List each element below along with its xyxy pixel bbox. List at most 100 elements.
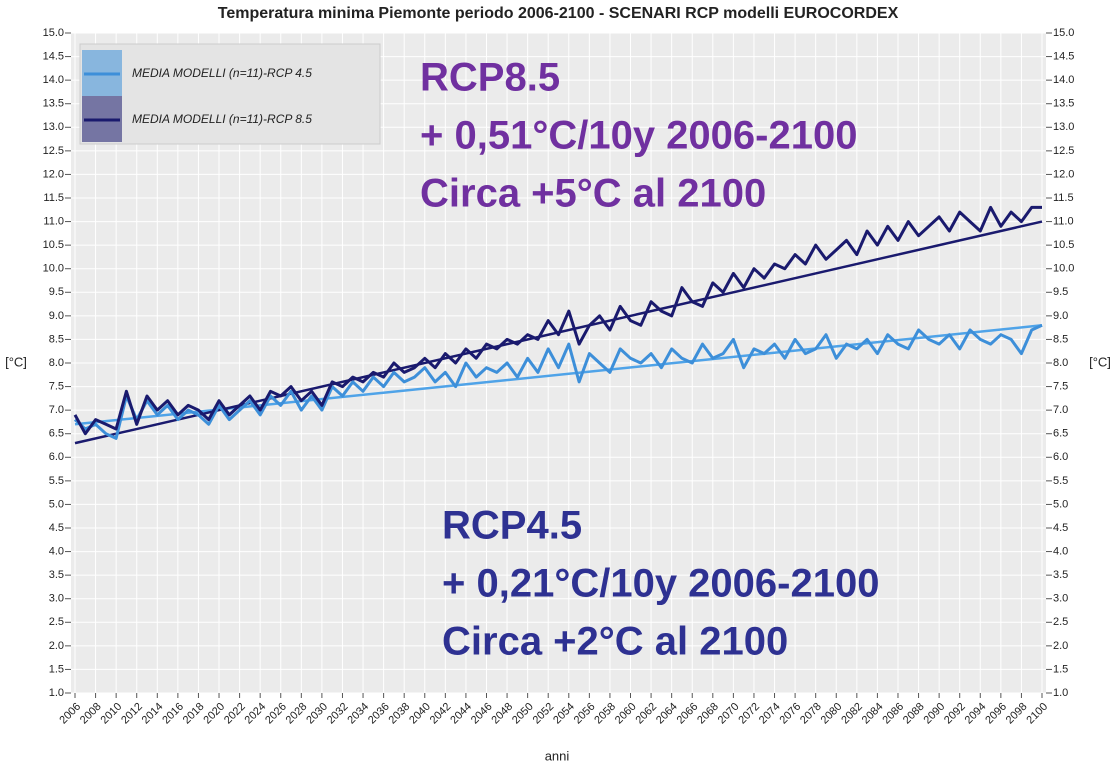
x-tick-label: 2072 — [736, 701, 762, 727]
y-tick-label: 2.5 — [49, 616, 64, 628]
y2-tick-label: 10.0 — [1053, 263, 1074, 275]
y2-tick-label: 8.5 — [1053, 333, 1068, 345]
annotation: RCP4.5 — [442, 504, 582, 548]
y-tick-label: 9.0 — [49, 310, 64, 322]
y2-tick-label: 5.0 — [1053, 498, 1068, 510]
x-tick-label: 2064 — [654, 701, 680, 727]
y-tick-label: 8.0 — [49, 357, 64, 369]
y-tick-label: 14.0 — [43, 74, 64, 86]
y-tick-label: 7.0 — [49, 404, 64, 416]
annotation: Circa +5°C al 2100 — [420, 172, 766, 216]
x-tick-label: 2038 — [387, 701, 413, 727]
x-tick-label: 2044 — [448, 701, 474, 727]
x-tick-label: 2006 — [57, 701, 83, 727]
y2-tick-label: 6.0 — [1053, 451, 1068, 463]
y2-tick-label: 13.0 — [1053, 121, 1074, 133]
x-tick-label: 2026 — [263, 701, 289, 727]
x-tick-label: 2082 — [839, 701, 865, 727]
x-tick-label: 2036 — [366, 701, 392, 727]
y2-tick-label: 12.5 — [1053, 145, 1074, 157]
x-tick-label: 2016 — [160, 701, 186, 727]
x-tick-label: 2034 — [345, 701, 371, 727]
x-tick-label: 2020 — [201, 701, 227, 727]
y2-tick-label: 15.0 — [1053, 27, 1074, 39]
x-tick-label: 2042 — [428, 701, 454, 727]
x-tick-label: 2010 — [99, 701, 125, 727]
annotation: + 0,21°C/10y 2006-2100 — [442, 562, 879, 606]
y-tick-label: 10.0 — [43, 263, 64, 275]
x-tick-label: 2098 — [1004, 701, 1030, 727]
annotation: + 0,51°C/10y 2006-2100 — [420, 114, 857, 158]
series-line — [73, 323, 1043, 440]
annotation: Circa +2°C al 2100 — [442, 620, 788, 664]
y-tick-label: 13.0 — [43, 121, 64, 133]
chart-title: Temperatura minima Piemonte periodo 2006… — [218, 5, 899, 22]
y2-tick-label: 9.0 — [1053, 310, 1068, 322]
y-tick-label: 1.0 — [49, 687, 64, 699]
y-tick-label: 13.5 — [43, 98, 64, 110]
y-axis-label: [°C] — [5, 354, 27, 369]
x-tick-label: 2062 — [633, 701, 659, 727]
x-tick-label: 2046 — [469, 701, 495, 727]
y2-tick-label: 12.0 — [1053, 168, 1074, 180]
y-tick-label: 9.5 — [49, 286, 64, 298]
x-tick-label: 2022 — [222, 701, 248, 727]
x-tick-label: 2094 — [963, 701, 989, 727]
y-tick-label: 14.5 — [43, 50, 64, 62]
y-tick-label: 15.0 — [43, 27, 64, 39]
y-tick-label: 1.5 — [49, 663, 64, 675]
x-tick-label: 2018 — [181, 701, 207, 727]
y2-tick-label: 2.5 — [1053, 616, 1068, 628]
series-line — [73, 205, 1042, 436]
x-tick-label: 2076 — [777, 701, 803, 727]
x-tick-label: 2096 — [983, 701, 1009, 727]
x-tick-label: 2086 — [880, 701, 906, 727]
y-tick-label: 12.5 — [43, 145, 64, 157]
x-tick-label: 2070 — [716, 701, 742, 727]
y-tick-label: 3.0 — [49, 593, 64, 605]
legend-box — [79, 43, 381, 145]
x-tick-label: 2084 — [860, 701, 886, 727]
y2-tick-label: 4.0 — [1053, 545, 1068, 557]
x-tick-label: 2040 — [407, 701, 433, 727]
x-tick-label: 2100 — [1024, 701, 1050, 727]
y2-tick-label: 10.5 — [1053, 239, 1074, 251]
x-tick-label: 2092 — [942, 701, 968, 727]
x-tick-label: 2050 — [510, 701, 536, 727]
y-tick-label: 11.0 — [43, 215, 64, 227]
y-tick-label: 12.0 — [43, 168, 64, 180]
y2-tick-label: 9.5 — [1053, 286, 1068, 298]
y-tick-label: 6.0 — [49, 451, 64, 463]
y2-tick-label: 7.0 — [1053, 404, 1068, 416]
x-tick-label: 2048 — [489, 701, 515, 727]
y-tick-label: 8.5 — [49, 333, 64, 345]
legend-label: MEDIA MODELLI (n=11)-RCP 4.5 — [132, 66, 312, 80]
y2-tick-label: 11.5 — [1053, 192, 1074, 204]
y-tick-label: 10.5 — [43, 239, 64, 251]
x-tick-label: 2080 — [819, 701, 845, 727]
x-tick-label: 2030 — [304, 701, 330, 727]
y-tick-label: 2.0 — [49, 640, 64, 652]
y2-tick-label: 3.0 — [1053, 593, 1068, 605]
legend-label: MEDIA MODELLI (n=11)-RCP 8.5 — [132, 112, 312, 126]
y2-tick-label: 5.5 — [1053, 475, 1068, 487]
y-tick-label: 6.5 — [49, 428, 64, 440]
x-tick-label: 2074 — [757, 701, 783, 727]
y-tick-label: 5.0 — [49, 498, 64, 510]
y2-tick-label: 13.5 — [1053, 98, 1074, 110]
x-tick-label: 2032 — [325, 701, 351, 727]
y2-tick-label: 1.0 — [1053, 687, 1068, 699]
y2-tick-label: 2.0 — [1053, 640, 1068, 652]
x-tick-label: 2066 — [675, 701, 701, 727]
x-tick-label: 2008 — [78, 701, 104, 727]
y2-tick-label: 1.5 — [1053, 663, 1068, 675]
y2-tick-label: 8.0 — [1053, 357, 1068, 369]
x-tick-label: 2056 — [572, 701, 598, 727]
y2-tick-label: 4.5 — [1053, 522, 1068, 534]
y2-tick-label: 14.5 — [1053, 50, 1074, 62]
x-tick-label: 2068 — [695, 701, 721, 727]
x-tick-label: 2014 — [140, 701, 166, 727]
y-tick-label: 5.5 — [49, 475, 64, 487]
y2-axis-label: [°C] — [1089, 354, 1111, 369]
